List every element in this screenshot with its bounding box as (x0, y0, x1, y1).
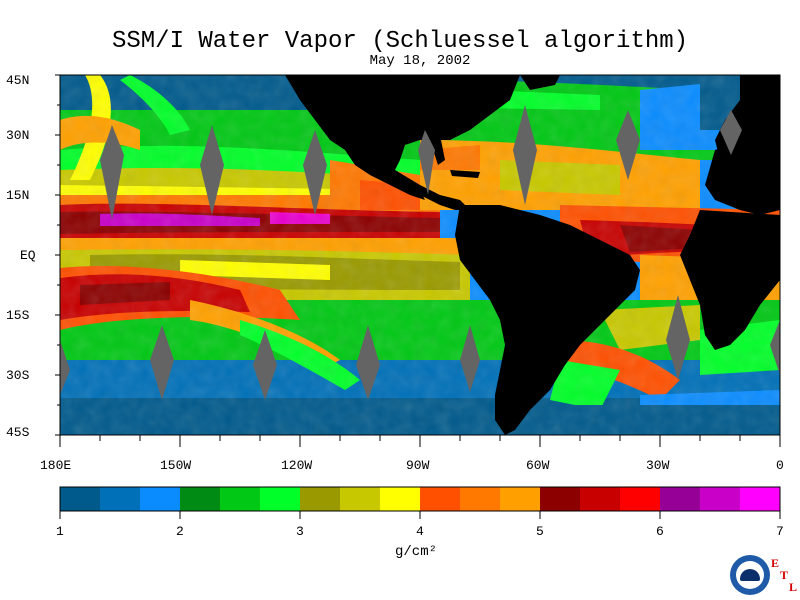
lat-label-30n: 30N (6, 128, 30, 143)
lat-label-30s: 30S (6, 368, 30, 383)
colorbar-swatch (540, 487, 581, 511)
colorbar-swatch (140, 487, 181, 511)
colorbar-swatch (580, 487, 621, 511)
lon-ticks (59, 435, 781, 447)
etl-letter-e: E (771, 556, 780, 570)
lon-label-120w: 120W (281, 458, 313, 473)
lat-label-15s: 15S (6, 308, 30, 323)
vapor-field (60, 75, 780, 435)
lat-label-45s: 45S (6, 425, 30, 440)
colorbar-swatch (180, 487, 221, 511)
lat-ticks (55, 74, 60, 436)
colorbar-swatch (740, 487, 781, 511)
colorbar-swatch (260, 487, 301, 511)
colorbar-label-7: 7 (776, 524, 784, 539)
no-data-gaps (60, 105, 780, 400)
noaa-bird-icon (740, 569, 760, 581)
colorbar-label-2: 2 (176, 524, 184, 539)
etl-letter-l: L (789, 580, 798, 594)
lat-label-15n: 15N (6, 188, 30, 203)
colorbar-swatch (700, 487, 741, 511)
lon-label-150w: 150W (160, 458, 192, 473)
colorbar-swatch (420, 487, 461, 511)
colorbar-swatch (100, 487, 141, 511)
colorbar-unit: g/cm² (395, 544, 438, 560)
etl-letter-t: T (780, 568, 789, 582)
noaa-logo (730, 555, 770, 595)
colorbar-label-3: 3 (296, 524, 304, 539)
colorbar-swatch (500, 487, 541, 511)
lat-label-45n: 45N (6, 73, 30, 88)
lon-label-90w: 90W (406, 458, 430, 473)
colorbar-swatch (620, 487, 661, 511)
lon-label-0: 0 (776, 458, 784, 473)
colorbar-label-5: 5 (536, 524, 544, 539)
colorbar-swatch (380, 487, 421, 511)
lon-label-60w: 60W (526, 458, 550, 473)
lon-label-180e: 180E (40, 458, 72, 473)
colorbar-swatch (660, 487, 701, 511)
colorbar-label-1: 1 (56, 524, 64, 539)
colorbar-ticks (59, 511, 781, 519)
colorbar (60, 487, 781, 511)
colorbar-label-4: 4 (416, 524, 424, 539)
colorbar-label-6: 6 (656, 524, 664, 539)
map-title: SSM/I Water Vapor (Schluessel algorithm) (111, 28, 689, 55)
colorbar-swatch (460, 487, 501, 511)
colorbar-swatch (220, 487, 261, 511)
lat-label-eq: EQ (20, 248, 36, 263)
colorbar-swatch (340, 487, 381, 511)
colorbar-swatch (300, 487, 341, 511)
land (285, 75, 780, 435)
map-date: May 18, 2002 (369, 53, 471, 69)
colorbar-swatch (60, 487, 101, 511)
lon-label-30w: 30W (646, 458, 670, 473)
